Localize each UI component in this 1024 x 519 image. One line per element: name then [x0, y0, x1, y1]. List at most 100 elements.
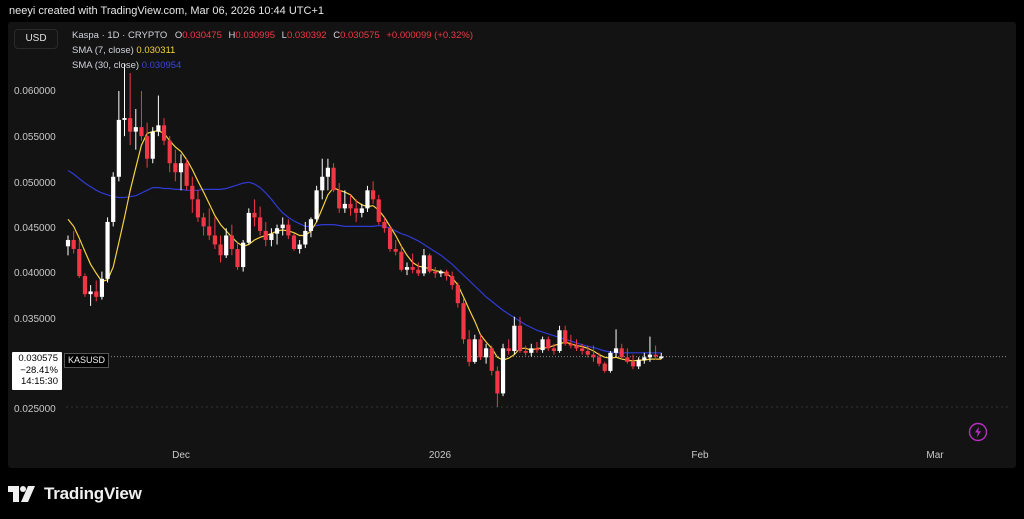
header-text: neeyi created with TradingView.com, Mar … [9, 5, 324, 17]
candle-body [467, 339, 472, 362]
candle-body [359, 208, 364, 213]
candle-body [207, 226, 212, 236]
candle-body [224, 235, 229, 256]
candle-body [517, 325, 523, 352]
candle-body [77, 249, 82, 277]
candle-body [297, 244, 302, 249]
candle-body [461, 303, 466, 340]
candle-body [399, 251, 404, 270]
candle-body [619, 348, 624, 358]
candle-body [421, 255, 427, 274]
candle-body [280, 224, 285, 229]
candle-body [659, 356, 664, 359]
y-tick-label: 0.060000 [14, 86, 56, 97]
candle-body [438, 271, 443, 274]
candle-body [218, 244, 223, 256]
sma30-line [67, 169, 662, 354]
candle-body [88, 291, 93, 295]
candle-body [495, 370, 500, 394]
legend-open-label: O [174, 30, 183, 41]
currency-button[interactable]: USD [14, 29, 58, 49]
tradingview-brand: TradingView [44, 484, 142, 503]
candle-body [478, 339, 483, 358]
x-tick-label: Feb [691, 450, 709, 461]
candle-body [568, 343, 573, 346]
candle-body [529, 348, 534, 353]
candle-body [484, 348, 489, 358]
y-tick-label: 0.050000 [14, 178, 56, 189]
candle-body [625, 357, 630, 362]
last-price: 0.030575 [18, 353, 58, 364]
candle-body [472, 339, 477, 362]
candle-body [184, 163, 189, 186]
legend-main: Kaspa · 1D · CRYPTO O0.030475 H0.030995 … [72, 30, 473, 41]
candle-body [65, 239, 71, 247]
candle-body [500, 348, 506, 394]
candle-body [371, 190, 376, 200]
candle-body [71, 239, 76, 249]
candle-body [563, 330, 568, 344]
candle-body [393, 249, 398, 252]
candle-body [303, 230, 308, 245]
candle-body [331, 167, 336, 191]
candle-body [348, 203, 353, 209]
candle-body [551, 348, 556, 352]
candle-body [314, 190, 319, 220]
candle-body [263, 230, 268, 240]
y-tick-label: 0.045000 [14, 223, 56, 234]
bar-countdown: 14:15:30 [21, 376, 58, 387]
candle-body [190, 185, 195, 200]
sma7-line [67, 130, 662, 362]
candle-body [99, 278, 104, 297]
candle-body [161, 125, 167, 141]
candle-body [450, 276, 455, 286]
legend-sma30[interactable]: SMA (30, close) 0.030954 [72, 60, 181, 71]
candlestick-chart[interactable] [8, 22, 1016, 468]
candle-body [416, 269, 421, 274]
candle-body [94, 291, 99, 297]
candle-body [433, 271, 438, 274]
legend-open: 0.030475 [182, 30, 222, 41]
candle-body [201, 217, 206, 227]
x-tick-label: Mar [926, 450, 944, 461]
candle-body [291, 235, 297, 249]
sma7-label: SMA (7, close) [72, 45, 134, 56]
candle-body [308, 219, 314, 231]
candle-body [354, 208, 359, 213]
candle-body [286, 224, 291, 236]
candle-body [122, 118, 127, 120]
tradingview-footer[interactable]: TradingView [8, 482, 142, 506]
legend-high: 0.030995 [235, 30, 276, 41]
candle-body [145, 136, 150, 159]
symbol-badge: KASUSD [64, 353, 110, 368]
candle-body [574, 345, 579, 349]
x-tick-label: Dec [172, 450, 190, 461]
candle-body [241, 242, 246, 268]
candle-body [546, 339, 551, 349]
candle-body [116, 119, 121, 177]
legend-sma7[interactable]: SMA (7, close) 0.030311 [72, 45, 175, 56]
price-change-percent: −28.41% [20, 364, 58, 376]
candle-body [167, 140, 172, 164]
candle-body [139, 127, 144, 137]
tradingview-logo-icon [8, 486, 35, 502]
candle-body [647, 354, 653, 358]
chart-panel[interactable]: USD Kaspa · 1D · CRYPTO O0.030475 H0.030… [8, 22, 1016, 468]
candle-body [382, 221, 387, 229]
candle-body [212, 235, 217, 245]
candle-body [82, 276, 88, 295]
candle-body [269, 233, 274, 240]
candle-body [630, 361, 636, 367]
lightning-icon[interactable] [968, 422, 988, 442]
candle-body [320, 176, 325, 191]
candle-body [427, 255, 432, 272]
candle-body [540, 339, 545, 351]
candle-body [365, 190, 370, 209]
x-tick-label: 2026 [428, 450, 452, 461]
candle-body [150, 131, 155, 159]
candle-body [274, 228, 280, 234]
candle-body [246, 212, 251, 243]
last-price-badge: 0.030575 −28.41% 14:15:30 [12, 352, 62, 390]
candle-body [557, 330, 562, 352]
candle-body [387, 228, 393, 249]
